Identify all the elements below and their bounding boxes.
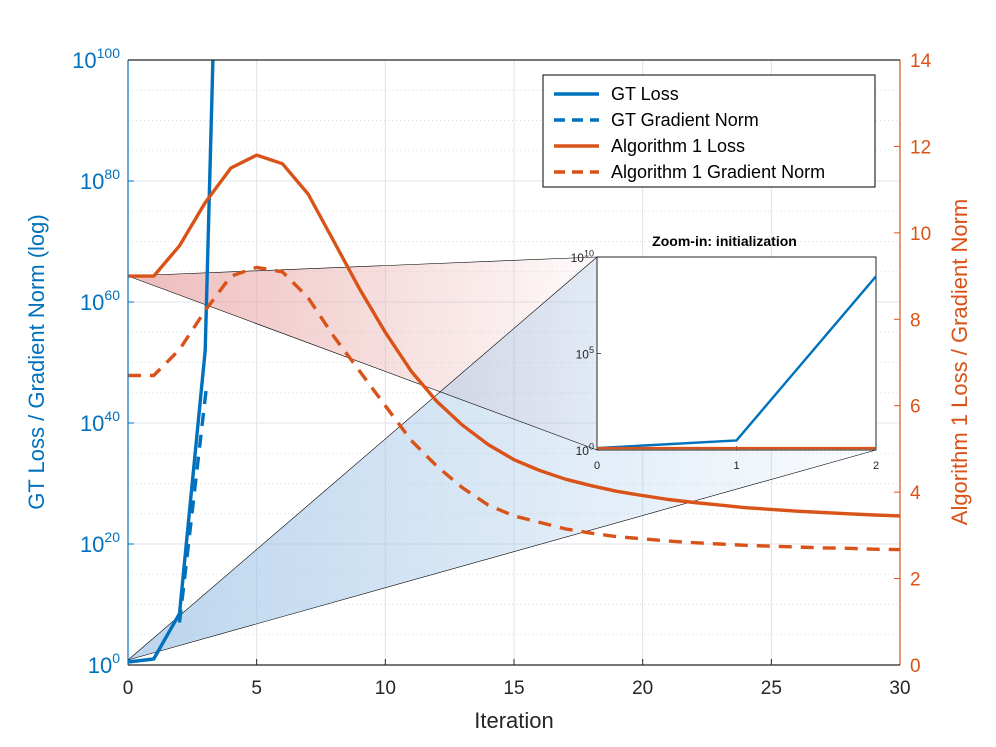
y-left-tick-label-0-base: 10 xyxy=(88,653,112,678)
series-group xyxy=(127,59,901,664)
legend-label-2: Algorithm 1 Loss xyxy=(611,136,745,156)
series-line-gt-gradient-norm xyxy=(177,386,209,623)
tick-labels: 0 5 10 15 20 25 301001020104010601080101000246… xyxy=(72,45,931,699)
y-right-tick-label-1: 2 xyxy=(910,570,921,591)
y-left-tick-label-5-base: 10 xyxy=(72,48,96,73)
zoom-connector-line-4 xyxy=(127,449,877,661)
series-line-algorithm-1-gradient-norm xyxy=(128,265,901,552)
y-left-tick-label-1: 1020 xyxy=(80,529,120,557)
inset-y-tick-label-2-base: 10 xyxy=(571,251,585,265)
y-axis-right-label: Algorithm 1 Loss / Gradient Norm xyxy=(947,199,972,525)
y-left-tick-label-3-base: 10 xyxy=(80,290,104,315)
inset-y-tick-label-2-exp: 10 xyxy=(584,249,594,259)
y-right-tick-label-0: 0 xyxy=(910,656,921,677)
inset-y-tick-label-1: 105 xyxy=(576,345,594,361)
x-tick-label-6: 30 xyxy=(889,678,910,699)
y-left-tick-label-2-base: 10 xyxy=(80,411,104,436)
x-tick-label-5: 25 xyxy=(761,678,782,699)
x-tick-label-1: 5 xyxy=(251,678,262,699)
inset-y-tick-label-0-exp: 0 xyxy=(589,442,594,452)
y-left-tick-label-0-exp: 0 xyxy=(112,650,120,666)
legend-label-1: GT Gradient Norm xyxy=(611,110,759,130)
inset-x-tick-label-1: 1 xyxy=(733,460,739,472)
inset-y-tick-label-0-base: 10 xyxy=(576,444,590,458)
x-tick-label-3: 15 xyxy=(503,678,524,699)
x-axis-label: Iteration xyxy=(474,708,554,733)
inset-series-line-0 xyxy=(596,275,877,450)
inset-x-tick-label-2: 2 xyxy=(873,460,879,472)
inset-y-tick-label-2: 1010 xyxy=(571,249,594,265)
inset-y-tick-label-1-exp: 5 xyxy=(589,345,594,355)
y-left-tick-label-0: 100 xyxy=(88,650,120,678)
inset-y-tick-label-0: 100 xyxy=(576,442,594,458)
y-right-tick-label-2: 4 xyxy=(910,483,921,504)
inset-title: Zoom-in: initialization xyxy=(652,233,797,249)
y-left-tick-label-4: 1080 xyxy=(80,166,120,194)
x-tick-label-4: 20 xyxy=(632,678,653,699)
inset-frame xyxy=(596,256,877,451)
y-right-tick-label-5: 10 xyxy=(910,224,931,245)
y-right-tick-label-6: 12 xyxy=(910,137,931,158)
x-tick-label-0: 0 xyxy=(123,678,134,699)
y-axis-left-label: GT Loss / Gradient Norm (log) xyxy=(24,214,49,509)
legend-label-3: Algorithm 1 Gradient Norm xyxy=(611,162,825,182)
y-left-tick-label-5-exp: 100 xyxy=(97,45,121,61)
y-left-tick-label-2: 1040 xyxy=(80,408,120,436)
inset-y-tick-label-1-base: 10 xyxy=(576,348,590,362)
y-right-tick-label-4: 8 xyxy=(910,310,921,331)
y-left-tick-label-4-exp: 80 xyxy=(104,166,120,182)
y-left-tick-label-2-exp: 40 xyxy=(104,408,120,424)
axes xyxy=(127,59,901,666)
y-left-tick-label-3: 1060 xyxy=(80,287,120,315)
y-left-tick-label-1-exp: 20 xyxy=(104,529,120,545)
y-right-tick-label-3: 6 xyxy=(910,397,921,418)
y-left-tick-label-3-exp: 60 xyxy=(104,287,120,303)
y-left-tick-label-4-base: 10 xyxy=(80,169,104,194)
legend: GT Loss GT Gradient Norm Algorithm 1 Loss A… xyxy=(542,74,876,188)
y-right-tick-label-7: 14 xyxy=(910,51,932,72)
series-line-algorithm-1-loss xyxy=(128,153,901,518)
legend-label-0: GT Loss xyxy=(611,84,679,104)
x-tick-label-2: 10 xyxy=(375,678,396,699)
y-left-tick-label-1-base: 10 xyxy=(80,532,104,557)
inset-x-tick-label-0: 0 xyxy=(594,460,600,472)
y-left-tick-label-5: 10100 xyxy=(72,45,120,73)
zoom-connector-line-3 xyxy=(127,256,598,661)
